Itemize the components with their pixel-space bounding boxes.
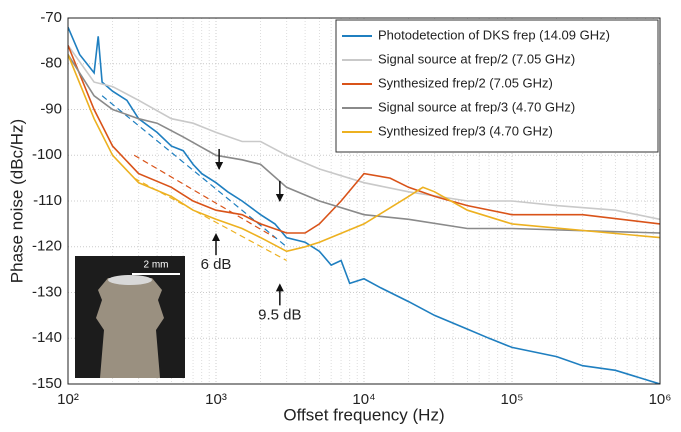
y-tick-label: -120 [32, 238, 62, 255]
fit-line [101, 95, 287, 248]
arrow-head [215, 161, 224, 170]
series-line [68, 44, 660, 221]
legend-label: Signal source at frep/3 (4.70 GHz) [378, 99, 575, 114]
legend-label: Photodetection of DKS frep (14.09 GHz) [378, 27, 610, 42]
y-tick-label: -80 [40, 55, 62, 72]
x-tick-label: 10³ [205, 391, 227, 408]
resonator-top [108, 275, 152, 285]
annotation: 6 dB [201, 256, 232, 273]
x-tick-label: 10² [57, 391, 79, 408]
y-tick-label: -140 [32, 329, 62, 346]
arrow-head [275, 194, 284, 202]
y-tick-label: -90 [40, 100, 62, 117]
fit-line [133, 177, 287, 262]
series-line [68, 54, 660, 234]
x-tick-label: 10⁵ [501, 391, 524, 408]
legend-label: Synthesized frep/2 (7.05 GHz) [378, 75, 553, 90]
inset-label: 2 mm [144, 260, 169, 271]
resonator [96, 278, 164, 378]
series-line [68, 26, 660, 384]
legend-label: Signal source at frep/2 (7.05 GHz) [378, 51, 575, 66]
arrow-head [275, 283, 284, 292]
annotation: 9.5 dB [258, 306, 301, 323]
series-line [68, 54, 660, 253]
y-tick-label: -70 [40, 9, 62, 26]
y-tick-label: -100 [32, 146, 62, 163]
plot-area [68, 26, 660, 384]
y-axis-label: Phase noise (dBc/Hz) [7, 119, 26, 283]
legend-label: Synthesized frep/3 (4.70 GHz) [378, 123, 553, 138]
y-tick-label: -130 [32, 283, 62, 300]
x-tick-label: 10⁶ [649, 391, 672, 408]
x-axis-label: Offset frequency (Hz) [283, 405, 444, 424]
y-tick-label: -110 [33, 192, 62, 209]
series-line [68, 45, 660, 234]
fit-line [133, 154, 276, 239]
x-tick-label: 10⁴ [352, 391, 375, 408]
plot-frame [67, 17, 661, 385]
y-tick-label: -150 [32, 375, 62, 392]
arrow-head [212, 233, 220, 242]
legend-box [335, 19, 659, 153]
